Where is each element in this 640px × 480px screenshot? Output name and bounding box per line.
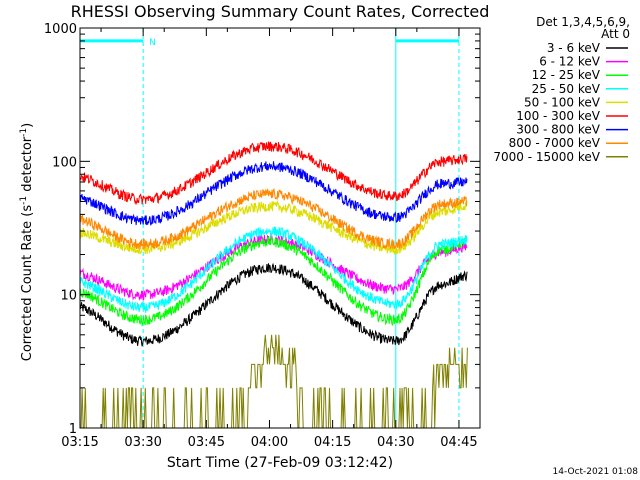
axes: 03:15 03:30 03:45 04:00 04:15 04:30 04:45 1 10 10… — [44, 22, 480, 450]
legend-label: 3 - 6 keV — [547, 41, 601, 55]
series-line — [79, 262, 468, 347]
plot-frame — [79, 27, 481, 429]
generation-timestamp: 14-Oct-2021 01:08 — [553, 467, 639, 477]
y-tick-label: 1 — [69, 422, 77, 437]
x-tick-label: 04:30 — [377, 435, 414, 450]
legend-header-line-2: Att 0 — [601, 27, 630, 41]
y-tick-label: 1000 — [44, 22, 77, 37]
y-tick-label: 100 — [52, 155, 77, 170]
legend-label: 50 - 100 keV — [524, 95, 601, 109]
series-layer — [79, 141, 468, 429]
x-tick-label: 04:15 — [314, 435, 351, 450]
x-tick-label: 04:00 — [251, 435, 288, 450]
x-axis-label: Start Time (27-Feb-09 03:12:42) — [167, 455, 393, 471]
x-tick-label: 04:45 — [440, 435, 477, 450]
legend-label: 100 - 300 keV — [516, 109, 600, 123]
series-line — [79, 226, 468, 313]
x-tick-label: 03:15 — [61, 435, 98, 450]
legend-label: 7000 - 15000 keV — [493, 150, 600, 164]
attenuator-flag-markers: N — [79, 28, 460, 428]
legend-label: 6 - 12 keV — [539, 55, 601, 69]
y-tick-label: 10 — [60, 289, 77, 304]
x-tick-label: 03:45 — [188, 435, 225, 450]
flag-label: N — [149, 38, 156, 48]
legend-label: 12 - 25 keV — [532, 68, 601, 82]
legend-label: 300 - 800 keV — [516, 123, 600, 137]
legend-header-line-1: Det 1,3,4,5,6,9, — [536, 15, 630, 29]
legend-label: 800 - 7000 keV — [509, 136, 601, 150]
x-tick-label: 03:30 — [124, 435, 161, 450]
y-axis-label: Corrected Count Rate (s-1 detector-1) — [19, 123, 35, 361]
series-line — [80, 334, 468, 429]
series-line — [79, 200, 468, 256]
legend-label: 25 - 50 keV — [532, 82, 601, 96]
series-line — [79, 161, 468, 226]
chart-title: RHESSI Observing Summary Count Rates, Co… — [71, 2, 490, 21]
series-line — [79, 234, 468, 327]
series-line — [79, 187, 468, 250]
series-line — [79, 141, 468, 206]
